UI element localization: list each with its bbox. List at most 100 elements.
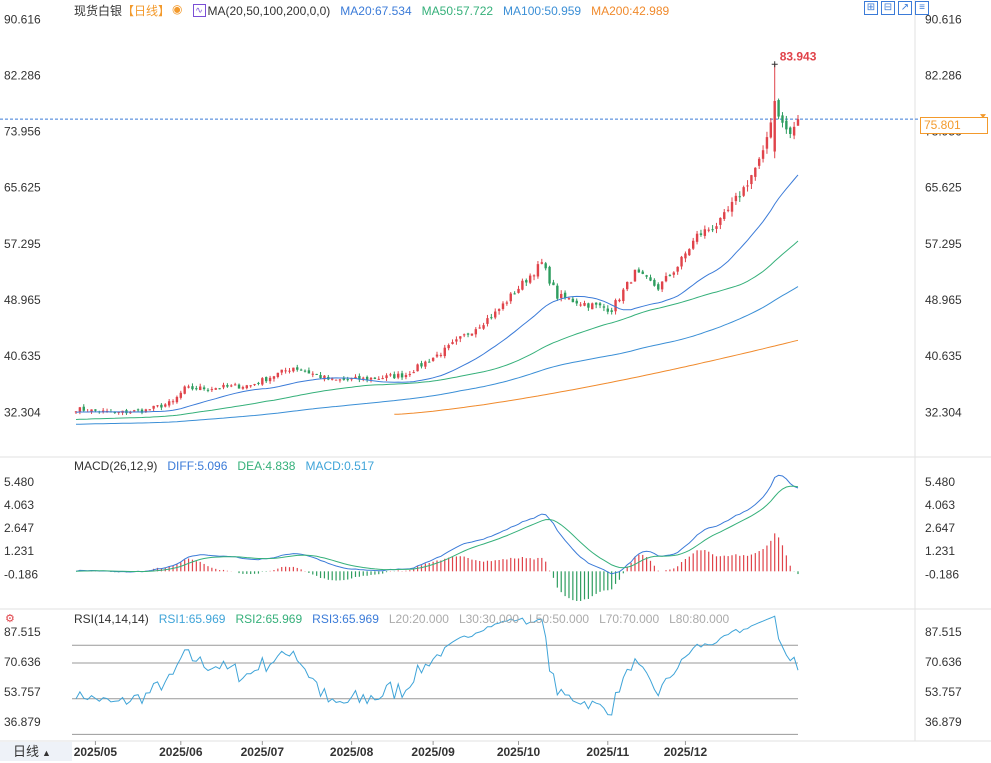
eye-icon[interactable]: ◉ [172, 2, 183, 16]
candle-body [90, 409, 93, 412]
candle-body [532, 275, 536, 277]
period-label: 日线 [13, 744, 40, 759]
period-button[interactable]: 日线 ▲ [0, 742, 72, 761]
rsi-y-tick-right: 70.636 [925, 655, 962, 669]
rsi-y-tick-right: 36.879 [925, 715, 962, 729]
candle-body [245, 385, 248, 389]
candle-body [288, 370, 291, 372]
candle-body [230, 385, 233, 387]
candle-body [323, 375, 326, 380]
settings-icon[interactable]: ≡ [915, 1, 929, 15]
main-y-tick-right: 48.965 [925, 293, 962, 307]
candle-body [719, 217, 722, 225]
candle-body [757, 158, 761, 166]
period-tag: 【日线】 [122, 4, 171, 18]
candle-body [272, 376, 276, 379]
candle-body [431, 357, 435, 361]
macd-y-tick-left: -0.186 [4, 567, 38, 581]
candle-body [575, 300, 578, 304]
macd-y-tick-left: 1.231 [4, 544, 34, 558]
candle-body [428, 361, 431, 363]
dea-value: DEA:4.838 [237, 459, 296, 473]
zoom-in-icon[interactable]: ⊞ [864, 1, 878, 15]
candle-body [556, 285, 559, 299]
rsi-name: RSI(14,14,14) [74, 612, 149, 626]
candle-body [486, 318, 489, 324]
candle-body [598, 303, 602, 306]
candle-body [765, 137, 769, 149]
rsi-y-tick-right: 53.757 [925, 685, 962, 699]
candle-body [175, 396, 179, 403]
layout-icon[interactable]: ⊟ [881, 1, 895, 15]
candle-body [730, 201, 734, 212]
candle-body [315, 373, 318, 375]
candle-body [233, 384, 237, 386]
candle-body [796, 119, 800, 126]
x-tick-label: 2025/12 [664, 745, 708, 759]
candle-body [536, 264, 540, 277]
candle-body [645, 275, 648, 277]
price-tag-arrow-icon [980, 114, 986, 119]
candle-body [583, 302, 586, 306]
macd-y-tick-left: 4.063 [4, 498, 34, 512]
candle-body [183, 386, 186, 394]
candle-body [148, 409, 151, 411]
candle-body [241, 387, 245, 389]
candle-body [602, 306, 606, 308]
diff-value: DIFF:5.096 [167, 459, 228, 473]
candle-body [742, 187, 745, 196]
candle-body [346, 379, 349, 381]
candle-body [633, 269, 637, 282]
candle-body [540, 262, 544, 264]
candle-body [408, 374, 412, 376]
candle-body [152, 405, 155, 409]
rsi1-value: RSI1:65.969 [158, 612, 226, 626]
candle-body [261, 378, 264, 385]
main-price-layer: 83.943 [74, 49, 817, 425]
candle-body [688, 249, 691, 256]
candle-body [695, 233, 699, 242]
main-y-tick-left: 73.956 [4, 125, 41, 139]
l30-value: L30:30.000 [458, 612, 519, 626]
candle-body [202, 387, 206, 390]
rsi-settings-icon[interactable]: ⚙ [5, 613, 15, 625]
candle-body [614, 300, 617, 312]
axis-layer: 90.61690.61682.28682.28673.95673.95665.6… [4, 12, 962, 759]
candle-body [342, 378, 346, 380]
indicator-icon[interactable]: ↗ [898, 1, 912, 15]
x-tick-label: 2025/10 [497, 745, 541, 759]
candle-body [164, 404, 167, 407]
candle-body [296, 367, 299, 370]
candle-body [171, 401, 175, 403]
main-y-tick-right: 32.304 [925, 405, 962, 419]
candle-body [451, 342, 454, 344]
candle-body [443, 347, 446, 357]
l70-value: L70:70.000 [599, 612, 660, 626]
candle-body [525, 280, 528, 283]
rsi-y-tick-left: 87.515 [4, 625, 41, 639]
candle-body [459, 336, 462, 339]
candle-body [292, 367, 295, 372]
chart-type-icon[interactable]: ∿ [192, 3, 206, 17]
candle-body [789, 127, 792, 134]
ma20-value: MA20:67.534 [340, 3, 412, 18]
candle-body [517, 288, 520, 293]
candle-body [307, 370, 311, 374]
candle-body [435, 354, 439, 357]
candle-body [474, 329, 478, 335]
candle-body [571, 298, 575, 303]
candle-body [462, 334, 466, 336]
candle-body [350, 378, 353, 380]
ma-params: MA(20,50,100,200,0,0) [207, 3, 331, 18]
candle-body [447, 345, 450, 349]
candle-body [746, 185, 749, 187]
macd-y-tick-left: 2.647 [4, 521, 34, 535]
high-value-label: 83.943 [780, 49, 817, 63]
candle-body [253, 384, 256, 386]
candle-body [734, 195, 738, 202]
candle-body [591, 303, 594, 310]
dea-line [75, 485, 799, 572]
candle-body [377, 378, 380, 380]
candle-body [494, 311, 497, 318]
